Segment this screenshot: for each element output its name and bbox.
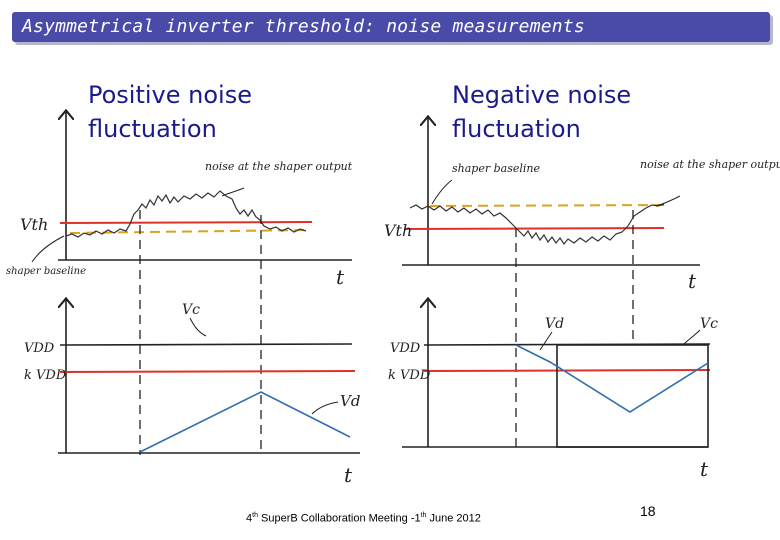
left-kvdd-line [59, 370, 356, 373]
right-noise-note: noise at the shaper output [640, 158, 780, 171]
right-t-top: t [688, 269, 697, 293]
right-vd-ramp [515, 344, 709, 413]
left-vdd-line [59, 343, 353, 346]
left-baseline-dashed [69, 229, 311, 234]
left-kvdd-label: k VDD [24, 368, 67, 383]
right-bottom-plot: Vd Vc VDD k VDD t [388, 300, 718, 481]
left-vd-label: Vd [340, 392, 360, 410]
left-t-bottom: t [344, 463, 353, 487]
footer-suffix: June 2012 [426, 512, 481, 525]
right-vc-pulse [556, 344, 709, 448]
left-t-top: t [336, 265, 345, 289]
page-number: 18 [640, 503, 656, 519]
left-heading-line1: Positive noise [88, 81, 252, 109]
right-baseline-label: shaper baseline [452, 162, 540, 175]
left-heading: Positive noise fluctuation [88, 78, 252, 146]
left-vth-label: Vth [20, 215, 48, 234]
footer-middle: SuperB Collaboration Meeting -1 [257, 512, 421, 525]
slide-title: Asymmetrical inverter threshold: noise m… [22, 16, 585, 37]
left-baseline-label: shaper baseline [6, 266, 86, 277]
left-vd-ramp [139, 391, 351, 453]
left-bottom-plot: Vc VDD k VDD Vd t [24, 300, 360, 487]
title-bar: Asymmetrical inverter threshold: noise m… [12, 12, 770, 42]
right-t-bottom: t [700, 457, 709, 481]
right-vth-line [403, 227, 665, 230]
right-vc-pointer [683, 329, 701, 345]
left-vdd-label: VDD [24, 341, 55, 356]
right-vdd-label: VDD [390, 341, 421, 356]
right-baseline-dashed [429, 204, 665, 207]
right-baseline-pointer [431, 179, 453, 205]
left-noise-note: noise at the shaper output [205, 160, 353, 173]
right-heading-line1: Negative noise [452, 81, 632, 109]
left-heading-line2: fluctuation [88, 115, 217, 143]
right-heading-line2: fluctuation [452, 115, 581, 143]
right-vc-label: Vc [700, 316, 718, 332]
footer-sup2: th [420, 512, 427, 519]
right-top-plot: Vth shaper baseline noise at the shaper … [384, 118, 780, 448]
right-vd-pointer [539, 331, 553, 351]
right-vd-label: Vd [545, 316, 564, 332]
footer: 4th SuperB Collaboration Meeting -1th Ju… [246, 512, 481, 525]
right-kvdd-label: k VDD [388, 368, 431, 383]
right-kvdd-line [423, 369, 711, 372]
right-vth-label: Vth [384, 221, 412, 240]
left-top-plot: Vth shaper baseline noise at the shaper … [6, 112, 353, 455]
left-noise-pointer [221, 187, 245, 197]
left-vc-label: Vc [182, 302, 200, 318]
left-vd-pointer [311, 401, 339, 415]
left-vth-line [59, 221, 313, 224]
left-baseline-pointer [31, 235, 65, 263]
footer-prefix: 4 [246, 512, 253, 525]
right-heading: Negative noise fluctuation [452, 78, 631, 146]
right-noise-trace [409, 203, 665, 246]
right-noise-pointer [655, 195, 681, 207]
left-vc-pointer [189, 317, 207, 337]
footer-sup1: th [252, 512, 258, 519]
